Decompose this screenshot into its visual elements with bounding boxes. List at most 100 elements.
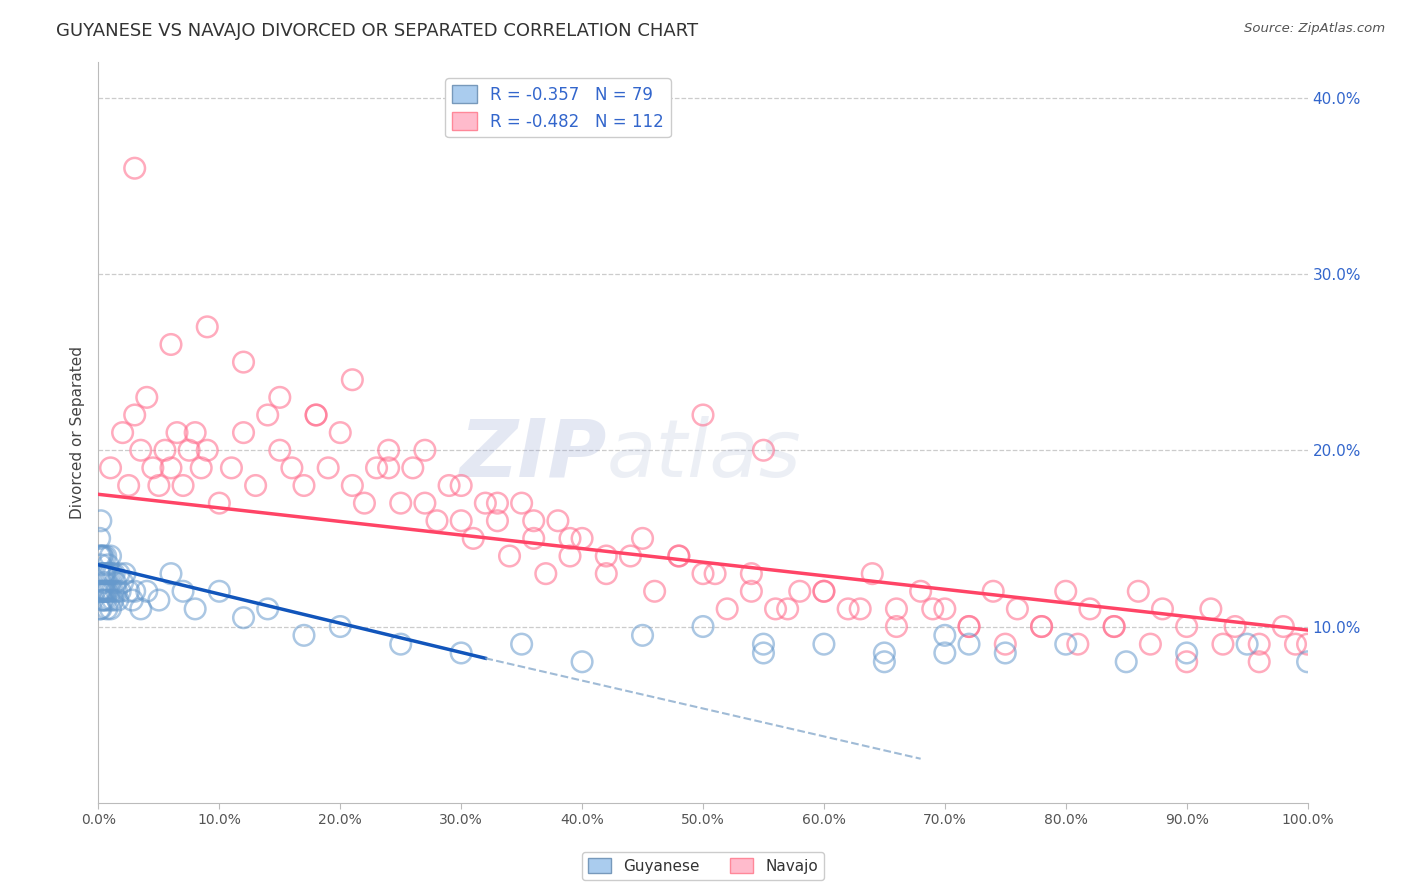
Point [510, 496, 533, 510]
Point [108, 566, 131, 581]
Point [179, 443, 201, 458]
Point [1175, 646, 1198, 660]
Point [752, 646, 775, 660]
Point [692, 566, 714, 581]
Point [957, 619, 980, 633]
Point [752, 443, 775, 458]
Point [571, 532, 593, 546]
Point [305, 408, 328, 422]
Point [184, 425, 207, 440]
Point [329, 619, 352, 633]
Point [789, 584, 811, 599]
Point [208, 584, 231, 599]
Point [91, 584, 114, 599]
Point [91, 566, 114, 581]
Point [1175, 619, 1198, 633]
Point [91, 584, 114, 599]
Point [90, 514, 112, 528]
Point [1007, 602, 1029, 616]
Point [450, 646, 472, 660]
Point [118, 584, 141, 599]
Point [305, 408, 328, 422]
Point [1128, 584, 1150, 599]
Point [129, 602, 152, 616]
Point [571, 655, 593, 669]
Point [860, 566, 883, 581]
Point [450, 514, 472, 528]
Point [474, 496, 496, 510]
Point [96, 566, 118, 581]
Point [426, 514, 449, 528]
Point [692, 619, 714, 633]
Point [91, 549, 114, 563]
Point [104, 575, 127, 590]
Point [160, 337, 183, 351]
Point [668, 549, 690, 563]
Point [776, 602, 799, 616]
Point [316, 461, 339, 475]
Point [195, 319, 218, 334]
Point [1272, 619, 1295, 633]
Point [957, 637, 980, 651]
Point [245, 478, 267, 492]
Point [740, 584, 762, 599]
Text: atlas: atlas [606, 416, 801, 494]
Point [195, 443, 218, 458]
Point [101, 584, 124, 599]
Point [523, 514, 546, 528]
Point [124, 161, 146, 176]
Point [98, 593, 121, 607]
Point [232, 355, 254, 369]
Point [981, 584, 1004, 599]
Text: Source: ZipAtlas.com: Source: ZipAtlas.com [1244, 22, 1385, 36]
Point [269, 390, 291, 404]
Point [595, 566, 617, 581]
Point [450, 478, 472, 492]
Point [93, 584, 115, 599]
Point [329, 425, 352, 440]
Point [740, 566, 762, 581]
Point [1284, 637, 1306, 651]
Point [1223, 619, 1246, 633]
Point [1078, 602, 1101, 616]
Point [849, 602, 872, 616]
Point [101, 593, 124, 607]
Point [752, 637, 775, 651]
Point [1152, 602, 1174, 616]
Point [124, 584, 146, 599]
Point [631, 532, 654, 546]
Point [129, 443, 152, 458]
Point [1054, 637, 1077, 651]
Point [1212, 637, 1234, 651]
Point [1102, 619, 1125, 633]
Point [873, 646, 896, 660]
Point [172, 584, 194, 599]
Point [292, 478, 315, 492]
Point [1296, 655, 1319, 669]
Point [558, 532, 581, 546]
Point [94, 549, 117, 563]
Text: ZIP: ZIP [458, 416, 606, 494]
Point [208, 496, 231, 510]
Point [437, 478, 460, 492]
Point [91, 593, 114, 607]
Point [644, 584, 666, 599]
Point [1249, 655, 1271, 669]
Point [166, 425, 188, 440]
Point [1054, 584, 1077, 599]
Point [94, 584, 117, 599]
Point [813, 637, 835, 651]
Point [98, 566, 121, 581]
Point [413, 496, 436, 510]
Point [1102, 619, 1125, 633]
Point [1296, 637, 1319, 651]
Point [704, 566, 727, 581]
Point [232, 425, 254, 440]
Point [389, 637, 412, 651]
Point [281, 461, 304, 475]
Point [342, 478, 364, 492]
Point [1067, 637, 1090, 651]
Point [873, 655, 896, 669]
Point [886, 602, 908, 616]
Point [111, 425, 134, 440]
